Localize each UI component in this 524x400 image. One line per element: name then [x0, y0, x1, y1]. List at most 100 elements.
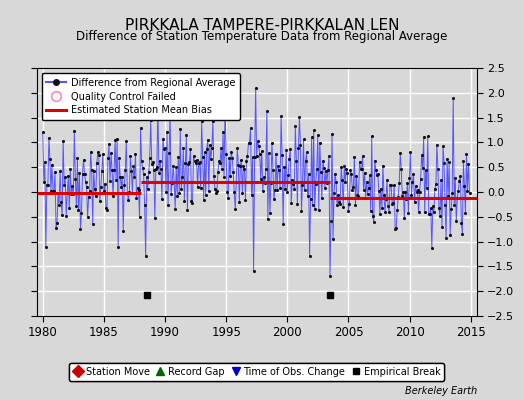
- Point: [429, 203, 437, 210]
- Point: [171, 206, 179, 212]
- Point: [208, 145, 216, 152]
- Point: [213, 188, 221, 194]
- Point: [120, 182, 128, 188]
- Point: [71, 176, 80, 182]
- Point: [291, 123, 300, 130]
- Point: [332, 179, 340, 185]
- Point: [287, 200, 296, 206]
- Point: [185, 159, 194, 166]
- Point: [406, 149, 414, 156]
- Point: [73, 154, 82, 161]
- Point: [100, 188, 108, 195]
- Point: [51, 169, 59, 176]
- Point: [252, 85, 260, 91]
- Point: [422, 185, 431, 191]
- Point: [127, 168, 136, 174]
- Point: [199, 154, 207, 160]
- Point: [445, 158, 453, 165]
- Point: [292, 158, 301, 165]
- Point: [108, 167, 116, 173]
- Point: [138, 165, 147, 171]
- Point: [41, 159, 49, 165]
- Point: [167, 191, 176, 198]
- Point: [286, 146, 294, 152]
- Point: [394, 194, 402, 200]
- Point: [146, 155, 154, 161]
- Point: [348, 187, 356, 194]
- Point: [375, 188, 383, 194]
- Point: [401, 189, 410, 195]
- Point: [177, 186, 185, 192]
- Point: [225, 154, 233, 161]
- Point: [102, 204, 110, 211]
- Point: [220, 174, 228, 180]
- Point: [377, 186, 385, 192]
- Point: [111, 136, 119, 143]
- Point: [69, 191, 78, 198]
- Point: [106, 178, 114, 184]
- Point: [116, 174, 124, 180]
- Point: [42, 182, 51, 188]
- Point: [352, 172, 361, 179]
- Point: [453, 194, 462, 201]
- Point: [404, 210, 412, 216]
- Point: [380, 192, 388, 198]
- Point: [255, 143, 263, 149]
- Point: [52, 225, 60, 231]
- Point: [150, 215, 159, 221]
- Point: [432, 181, 440, 187]
- Point: [266, 210, 274, 216]
- Point: [96, 184, 105, 190]
- Text: PIRKKALA TAMPERE-PIRKKALAN LEN: PIRKKALA TAMPERE-PIRKKALAN LEN: [125, 18, 399, 33]
- Point: [202, 191, 210, 198]
- Point: [351, 202, 359, 208]
- Point: [64, 173, 72, 179]
- Point: [113, 136, 122, 142]
- Point: [263, 108, 271, 114]
- Point: [258, 148, 266, 154]
- Point: [455, 178, 464, 184]
- Point: [285, 156, 293, 162]
- Point: [240, 166, 248, 172]
- Point: [459, 158, 467, 164]
- Point: [233, 145, 242, 151]
- Point: [40, 179, 48, 186]
- Point: [231, 206, 239, 212]
- Point: [293, 201, 302, 208]
- Point: [205, 142, 214, 148]
- Point: [331, 171, 339, 177]
- Point: [124, 197, 133, 204]
- Point: [419, 164, 427, 171]
- Point: [222, 150, 230, 157]
- Point: [395, 180, 403, 187]
- Point: [462, 151, 471, 158]
- Point: [125, 189, 134, 196]
- Point: [169, 163, 177, 169]
- Point: [296, 142, 304, 149]
- Point: [310, 127, 318, 134]
- Point: [46, 156, 54, 162]
- Point: [103, 207, 111, 213]
- Point: [155, 170, 163, 177]
- Point: [203, 146, 211, 152]
- Point: [254, 138, 262, 145]
- Point: [257, 176, 265, 182]
- Point: [282, 146, 290, 153]
- Point: [443, 155, 451, 162]
- Point: [56, 168, 64, 174]
- Point: [128, 190, 137, 196]
- Point: [193, 184, 202, 190]
- Point: [407, 192, 416, 198]
- Point: [54, 190, 62, 196]
- Point: [408, 178, 417, 185]
- Point: [139, 171, 148, 178]
- Point: [326, 273, 334, 280]
- Point: [118, 174, 126, 180]
- Point: [334, 191, 342, 198]
- Point: [288, 177, 297, 184]
- Point: [164, 202, 172, 208]
- Point: [325, 153, 333, 159]
- Point: [75, 170, 84, 177]
- Point: [226, 172, 234, 179]
- Point: [227, 148, 235, 155]
